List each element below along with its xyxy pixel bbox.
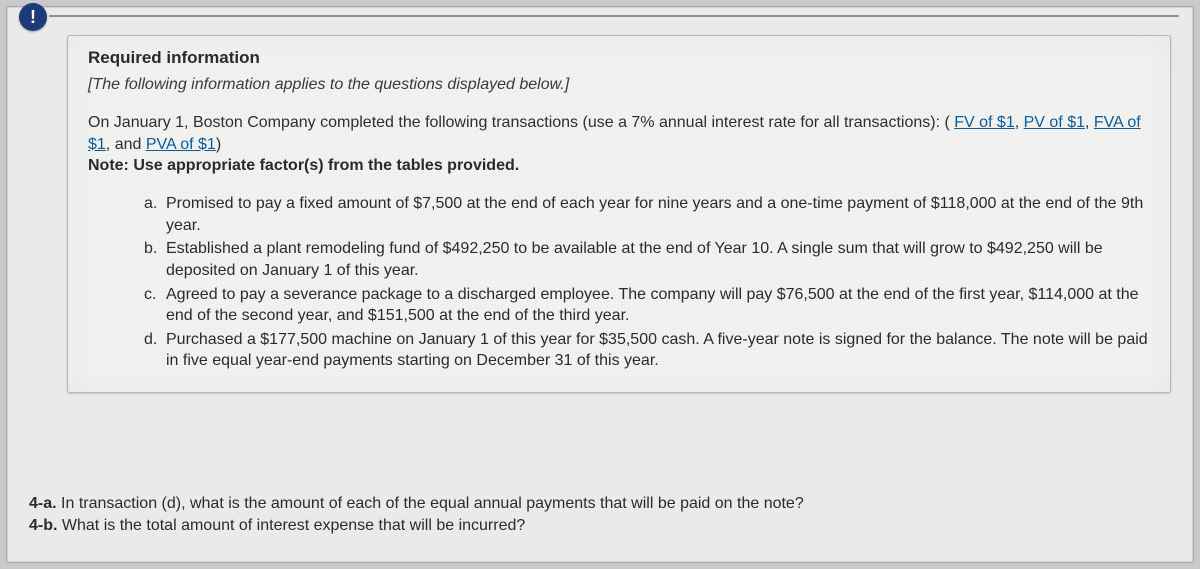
context-note: [The following information applies to th… bbox=[88, 76, 1150, 94]
link-pva-of-1[interactable]: PVA of $1 bbox=[146, 136, 216, 153]
intro-sep3: , and bbox=[106, 136, 146, 153]
intro-post: ) bbox=[216, 136, 221, 153]
list-text: Agreed to pay a severance package to a d… bbox=[166, 286, 1138, 325]
list-item: d. Purchased a $177,500 machine on Janua… bbox=[144, 329, 1150, 372]
question-block: 4-a. In transaction (d), what is the amo… bbox=[29, 493, 1171, 538]
question-label: 4-a. bbox=[29, 495, 57, 512]
note-line: Note: Use appropriate factor(s) from the… bbox=[88, 157, 1150, 175]
intro-paragraph: On January 1, Boston Company completed t… bbox=[88, 112, 1150, 155]
list-item: a. Promised to pay a fixed amount of $7,… bbox=[144, 193, 1150, 236]
list-text: Established a plant remodeling fund of $… bbox=[166, 240, 1103, 279]
list-text: Purchased a $177,500 machine on January … bbox=[166, 331, 1148, 370]
intro-pre: On January 1, Boston Company completed t… bbox=[88, 114, 950, 131]
question-row: 4-b. What is the total amount of interes… bbox=[29, 515, 1171, 537]
transaction-list: a. Promised to pay a fixed amount of $7,… bbox=[88, 193, 1150, 372]
link-fv-of-1[interactable]: FV of $1 bbox=[954, 114, 1014, 131]
list-text: Promised to pay a fixed amount of $7,500… bbox=[166, 195, 1143, 234]
list-item: b. Established a plant remodeling fund o… bbox=[144, 238, 1150, 281]
list-marker: d. bbox=[144, 329, 157, 351]
alert-glyph: ! bbox=[30, 7, 36, 28]
top-rule bbox=[49, 15, 1179, 17]
question-text: What is the total amount of interest exp… bbox=[62, 517, 525, 534]
alert-icon: ! bbox=[19, 3, 47, 31]
info-card: Required information [The following info… bbox=[67, 35, 1171, 393]
list-marker: c. bbox=[144, 284, 156, 306]
list-item: c. Agreed to pay a severance package to … bbox=[144, 284, 1150, 327]
question-row: 4-a. In transaction (d), what is the amo… bbox=[29, 493, 1171, 515]
required-information-title: Required information bbox=[88, 48, 1150, 68]
outer-frame: ! Required information [The following in… bbox=[6, 6, 1194, 563]
link-pv-of-1[interactable]: PV of $1 bbox=[1024, 114, 1085, 131]
question-label: 4-b. bbox=[29, 517, 57, 534]
question-text: In transaction (d), what is the amount o… bbox=[61, 495, 804, 512]
page-root: ! Required information [The following in… bbox=[0, 0, 1200, 569]
intro-sep2: , bbox=[1085, 114, 1094, 131]
list-marker: a. bbox=[144, 193, 157, 215]
intro-sep1: , bbox=[1015, 114, 1024, 131]
list-marker: b. bbox=[144, 238, 157, 260]
